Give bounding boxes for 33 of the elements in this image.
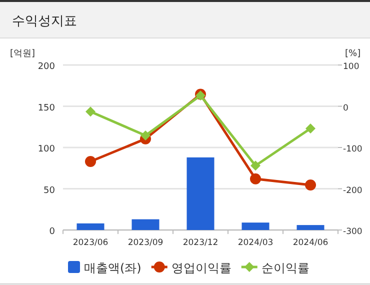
x-tick-label: 2023/12	[182, 238, 218, 248]
bar	[296, 225, 324, 230]
point	[140, 130, 150, 141]
y-tick-label: 100	[38, 144, 56, 154]
x-tick-label: 2024/03	[238, 238, 274, 248]
y-tick-label: 0	[49, 227, 56, 237]
y2-tick-label: -300	[343, 227, 362, 237]
chart-title: 수익성지표	[12, 14, 77, 29]
bar	[76, 223, 104, 230]
bar	[242, 222, 270, 230]
point	[250, 160, 260, 171]
legend-label: 영업이익률	[171, 261, 232, 275]
y2-tick-label: -200	[343, 186, 362, 196]
point	[85, 156, 96, 168]
y2-tick-label: 0	[343, 103, 348, 114]
point	[305, 180, 316, 191]
y-tick-label: 50	[44, 186, 56, 196]
y-tick-label: 150	[38, 103, 56, 114]
bar	[132, 219, 160, 230]
point	[250, 173, 261, 184]
point	[86, 106, 96, 117]
x-tick-label: 2024/06	[292, 238, 328, 248]
y-axis-title: [억원]	[10, 49, 36, 59]
y2-tick-label: -100	[343, 144, 362, 154]
x-tick-label: 2023/09	[128, 238, 164, 248]
y-tick-label: 200	[38, 62, 56, 72]
bar	[186, 157, 214, 230]
point	[306, 124, 316, 134]
y2-tick-label: 100	[343, 62, 360, 72]
legend-label: 매출액(좌)	[84, 261, 142, 275]
y2-axis-title: [%]	[345, 49, 361, 59]
legend-label: 순이익률	[261, 261, 310, 275]
x-tick-label: 2023/06	[72, 238, 108, 248]
